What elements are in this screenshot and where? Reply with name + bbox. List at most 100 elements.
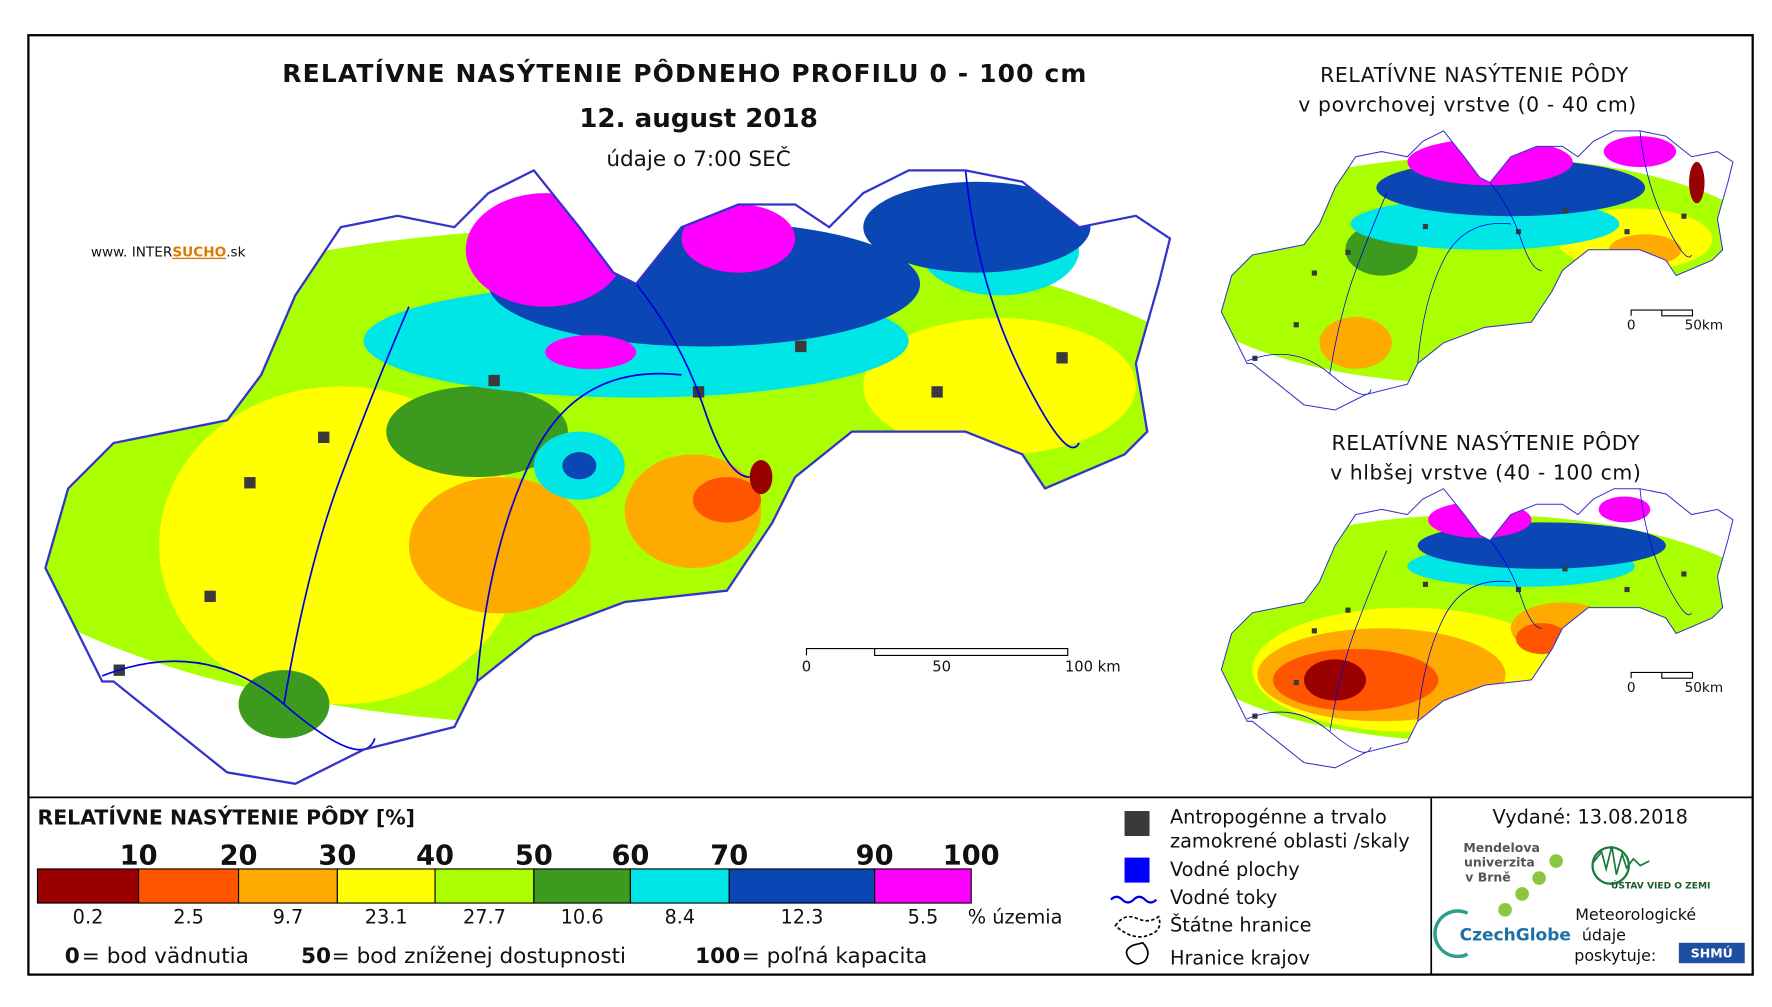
urban-area <box>1422 581 1429 587</box>
river <box>1329 192 1388 374</box>
legend-share: 8.4 <box>664 905 695 928</box>
uvz-wave <box>1591 846 1650 875</box>
logo-dot <box>1515 887 1529 901</box>
time-note: údaje o 7:00 SEČ <box>606 146 791 172</box>
urban-area <box>1056 352 1068 364</box>
symbol-water <box>1124 857 1150 883</box>
saturation-patch <box>1603 136 1677 168</box>
symbol-label: Štátne hranice <box>1170 912 1312 936</box>
saturation-patch <box>1689 161 1705 204</box>
legend-share: 0.2 <box>73 905 104 928</box>
logo-dot <box>1532 871 1546 885</box>
mendel-logo-text: univerzita <box>1464 855 1535 870</box>
shmu-note: Meteorologické <box>1575 905 1696 924</box>
definition-value: 0 <box>65 944 80 969</box>
saturation-patch <box>1319 316 1392 369</box>
urban-area <box>795 340 807 353</box>
symbol-legend: Antropogénne a trvalo zamokrené oblasti … <box>1110 806 1410 969</box>
uvz-ring <box>1591 846 1631 885</box>
scale-bar <box>805 648 1069 656</box>
legend-title: RELATÍVNE NASÝTENIE PÔDY [%] <box>37 805 415 830</box>
symbol-river <box>1110 895 1158 904</box>
urban-area <box>1624 229 1630 235</box>
legend-share: 23.1 <box>365 905 408 928</box>
saturation-patch <box>1598 496 1651 523</box>
legend-swatch <box>728 868 876 904</box>
main-scale-bar: 0 50 100 km <box>802 648 1121 675</box>
legend-share: 27.7 <box>463 905 506 928</box>
legend-threshold: 30 <box>318 840 356 871</box>
river <box>476 372 682 682</box>
shmu-note: údaje <box>1582 926 1626 945</box>
saturation-patch <box>749 460 773 495</box>
scale-bar <box>1630 309 1694 317</box>
website-part: www. INTER <box>91 245 173 261</box>
legend-share: 9.7 <box>273 905 304 928</box>
urban-area <box>1345 249 1351 255</box>
legend-swatch <box>533 868 631 904</box>
definition-text: = bod vädnutia <box>82 944 249 969</box>
legend-swatch <box>138 868 240 904</box>
saturation-patch <box>692 477 762 523</box>
river <box>1639 488 1692 616</box>
river <box>635 283 750 478</box>
definitions: 0 = bod vädnutia 50 = bod zníženej dostu… <box>65 944 927 969</box>
logo-dot <box>1549 854 1563 868</box>
scale-bar <box>1630 671 1694 679</box>
urban-area <box>931 386 943 398</box>
scale-label: 0 <box>802 658 811 675</box>
symbol-label: zamokrené oblasti /skaly <box>1170 829 1410 852</box>
legend-threshold: 60 <box>611 840 649 871</box>
scale-label: 50km <box>1685 317 1724 333</box>
urban-area <box>488 374 500 387</box>
river <box>1329 550 1388 732</box>
legend-swatch <box>36 868 140 904</box>
mendel-logo-text: Mendelova <box>1463 840 1540 855</box>
logo-dot <box>1498 903 1512 917</box>
symbol-urban <box>1124 811 1150 837</box>
map-title: RELATÍVNE NASÝTENIE PÔDNEHO PROFILU 0 - … <box>282 58 1087 88</box>
river <box>964 170 1080 449</box>
saturation-patch <box>1304 659 1367 701</box>
inset-title: RELATÍVNE NASÝTENIE PÔDY <box>1320 62 1629 87</box>
urban-area <box>1624 586 1630 593</box>
czechglobe-arc <box>1433 909 1469 959</box>
urban-area <box>1311 628 1317 634</box>
urban-area <box>1311 270 1317 276</box>
issued-date: Vydané: 13.08.2018 <box>1493 806 1688 829</box>
definition-value: 100 <box>695 944 740 969</box>
saturation-patch <box>681 204 796 273</box>
river <box>1489 540 1542 629</box>
saturation-patch <box>863 318 1136 455</box>
urban-area <box>1681 213 1687 219</box>
urban-area <box>244 477 256 489</box>
shmu-note: poskytuje: <box>1574 946 1656 965</box>
legend-swatch <box>237 868 338 904</box>
legend-share: 10.6 <box>561 905 604 928</box>
legend-threshold: 40 <box>416 840 454 871</box>
inset-scale-bar: 0 50km 0 50km <box>1627 309 1724 696</box>
river <box>1417 222 1511 364</box>
legend-swatch <box>336 868 436 904</box>
river <box>101 660 376 751</box>
inset-subtitle: v hlbšej vrstve (40 - 100 cm) <box>1330 460 1641 484</box>
saturation-patch <box>863 181 1091 273</box>
legend-share: 2.5 <box>173 905 204 928</box>
inset-subtitle: v povrchovej vrstve (0 - 40 cm) <box>1298 92 1637 116</box>
legend-swatch <box>434 868 535 904</box>
urban-area <box>1293 679 1299 686</box>
definition-value: 50 <box>301 944 331 969</box>
scale-label: 50 <box>932 658 951 675</box>
river <box>283 306 410 705</box>
urban-area <box>318 431 330 444</box>
river <box>1489 182 1542 271</box>
definition-text: = bod zníženej dostupnosti <box>332 944 626 969</box>
logos: Mendelova univerzita v Brně CzechGlobe Ú… <box>1433 840 1745 965</box>
saturation-patch <box>545 335 637 370</box>
mendel-logo-text: v Brně <box>1465 869 1511 884</box>
urban-area <box>204 590 216 603</box>
scale-label: 0 <box>1627 680 1636 696</box>
website-part: .sk <box>226 245 245 261</box>
